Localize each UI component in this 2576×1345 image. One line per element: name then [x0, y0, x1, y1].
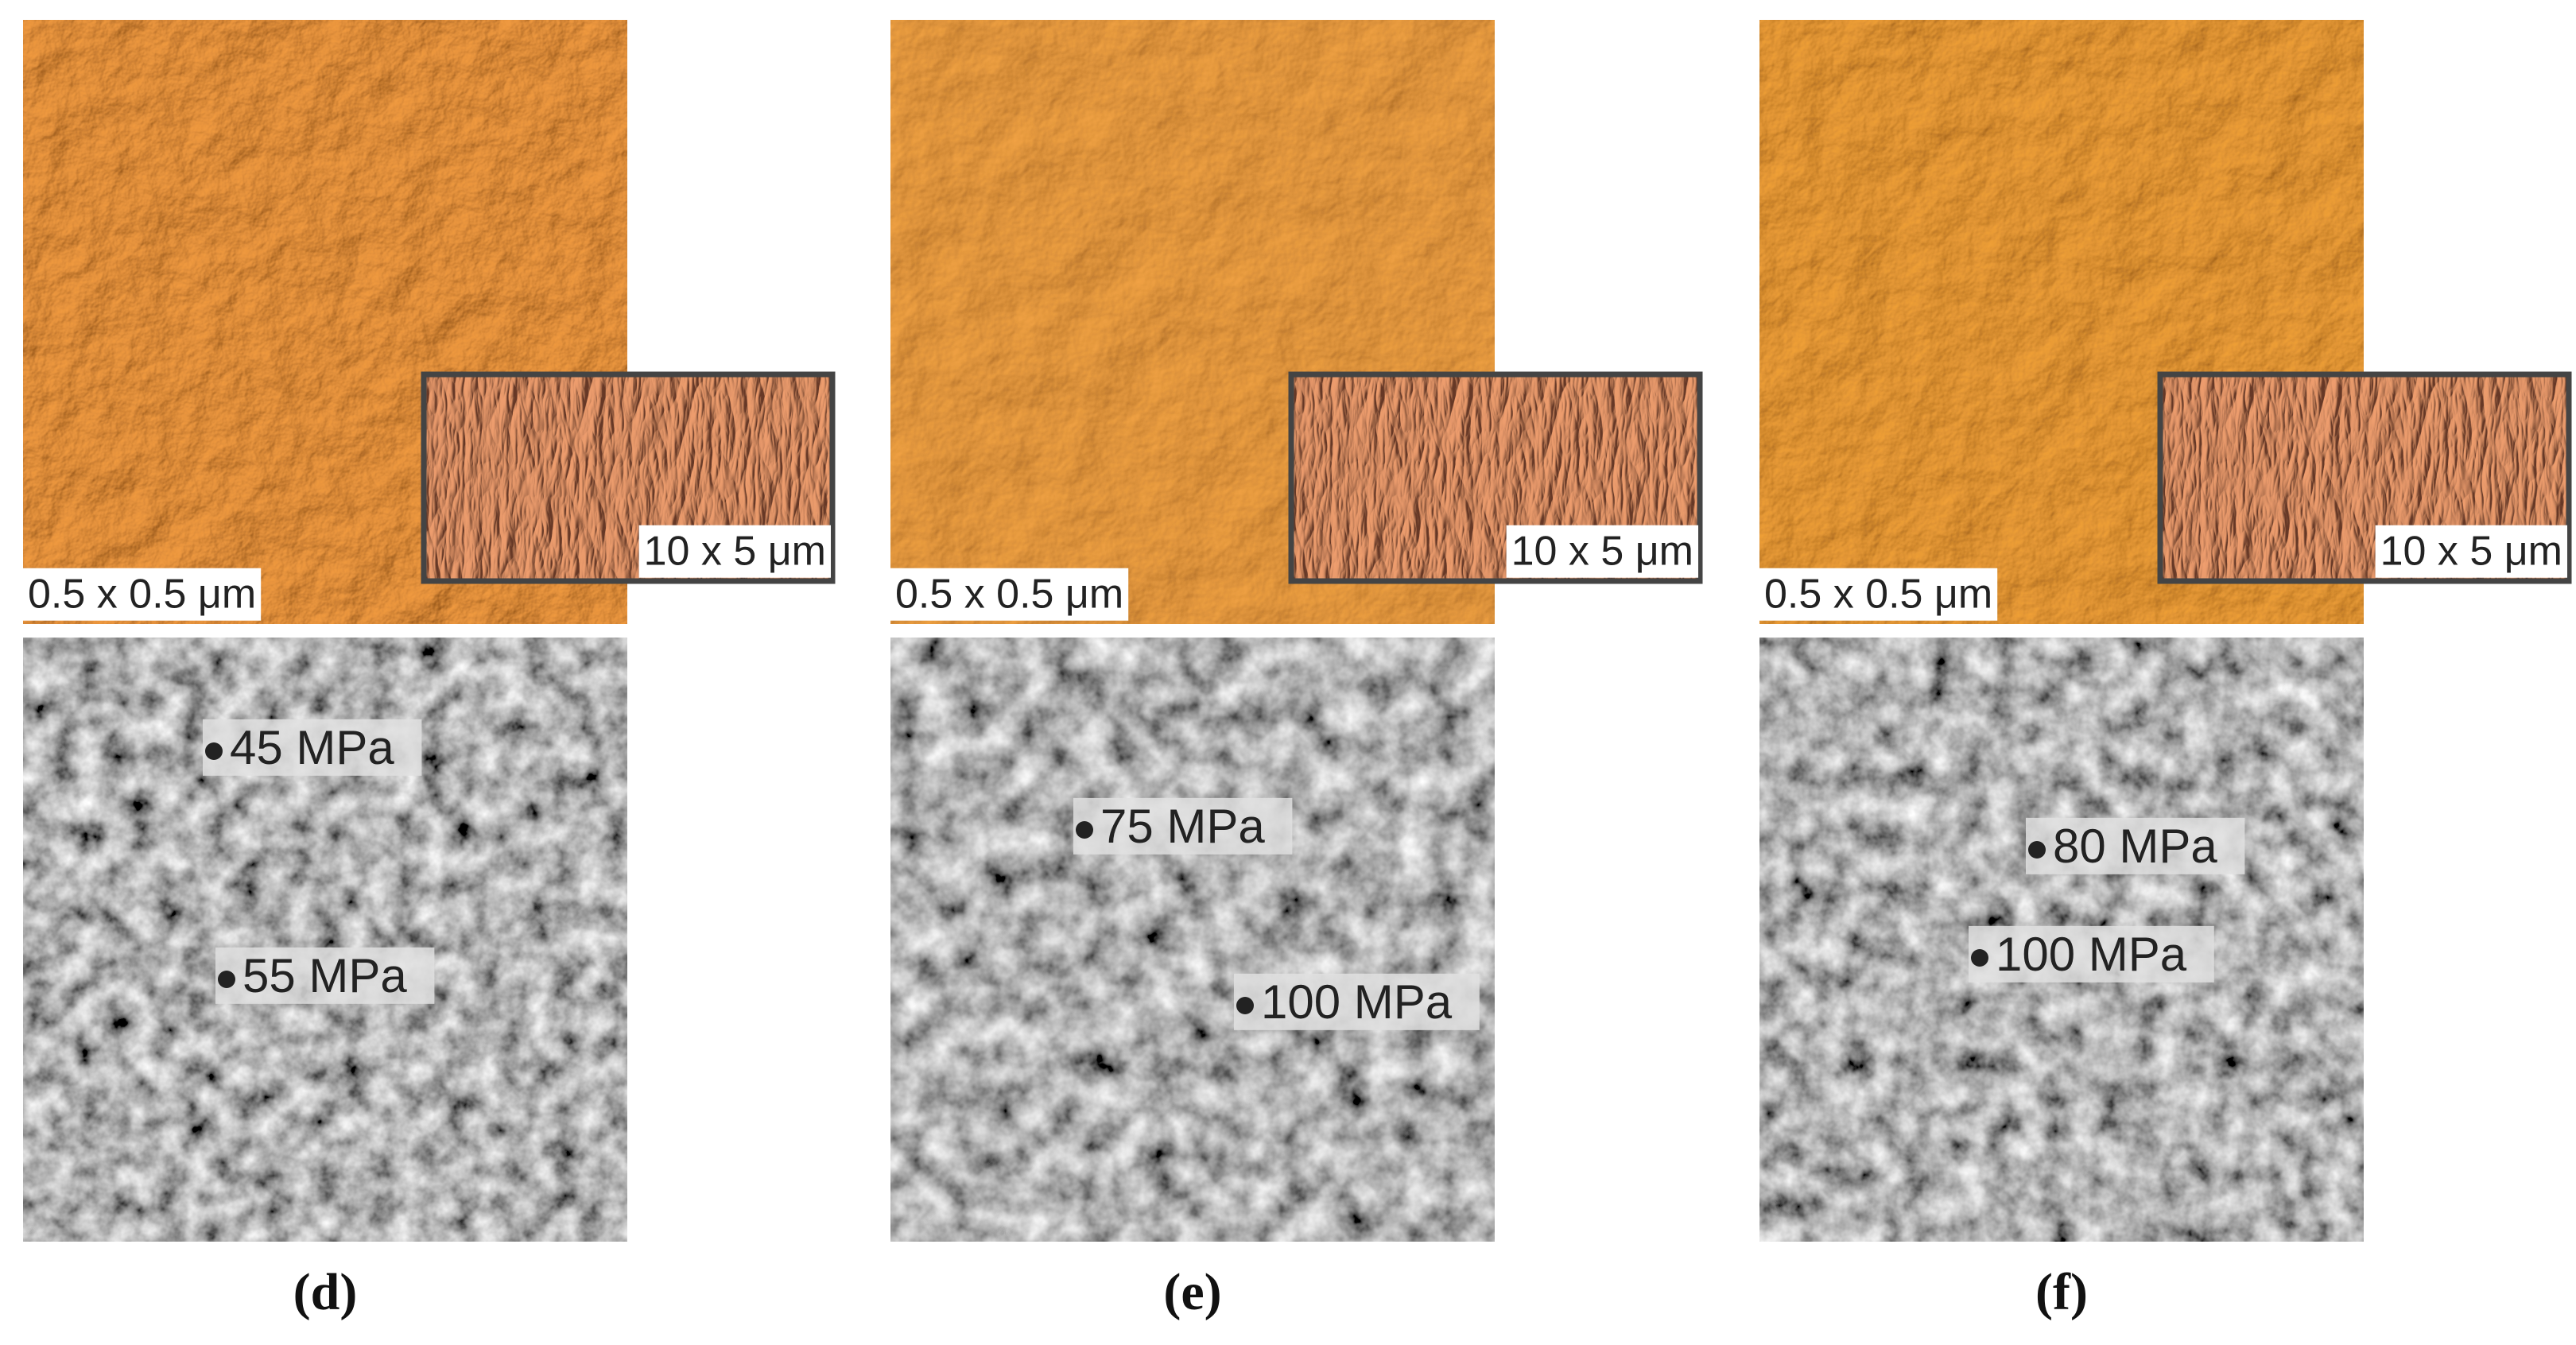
- label-box: [203, 719, 422, 776]
- label-box: [1969, 925, 2214, 983]
- inset-frame: [421, 371, 836, 584]
- label-box: [215, 947, 435, 1004]
- panel: 0.5 x 0.5 μm 10 x 5 μm 80 MPa 100 MPa (f): [1759, 20, 2572, 1321]
- modulus-image: [890, 638, 1495, 1242]
- panel-caption: (f): [2035, 1263, 2088, 1321]
- label-box: [890, 568, 1129, 621]
- modulus-point: 80 MPa: [2026, 817, 2245, 874]
- inset-frame: [1288, 371, 1703, 584]
- label-box: [638, 525, 831, 578]
- point-dot: [2028, 841, 2046, 859]
- label-box: [1073, 797, 1293, 855]
- inset-scale-label: 10 x 5 μm: [2380, 529, 2562, 575]
- inset-frame: [2157, 371, 2572, 584]
- point-label: 75 MPa: [1100, 800, 1265, 853]
- point-label: 100 MPa: [1996, 928, 2187, 981]
- label-box: [1759, 568, 1998, 621]
- point-dot: [1236, 997, 1254, 1014]
- modulus-point: 55 MPa: [215, 947, 435, 1004]
- inset-scale-label: 10 x 5 μm: [1511, 529, 1693, 575]
- point-dot: [205, 742, 223, 760]
- scale-label: 0.5 x 0.5 μm: [1764, 572, 1992, 618]
- modulus-point: 100 MPa: [1969, 925, 2214, 983]
- point-label: 80 MPa: [2053, 820, 2217, 873]
- panel: 0.5 x 0.5 μm 10 x 5 μm 75 MPa 100 MPa (e): [890, 20, 1703, 1321]
- panel-caption: (e): [1163, 1263, 1221, 1321]
- label-box: [23, 568, 262, 621]
- label-box: [1506, 525, 1698, 578]
- point-label: 100 MPa: [1261, 975, 1453, 1029]
- inset-scale-label: 10 x 5 μm: [644, 529, 826, 575]
- modulus-point: 45 MPa: [203, 719, 422, 776]
- point-dot: [218, 971, 235, 988]
- panel-caption: (d): [293, 1263, 358, 1321]
- point-dot: [1076, 821, 1093, 839]
- panel: 0.5 x 0.5 μm 10 x 5 μm 45 MPa 55 MPa (d): [23, 20, 836, 1321]
- point-label: 55 MPa: [242, 949, 407, 1002]
- modulus-point: 100 MPa: [1234, 973, 1480, 1030]
- point-label: 45 MPa: [230, 721, 394, 774]
- label-box: [1234, 973, 1480, 1030]
- label-box: [2375, 525, 2567, 578]
- point-dot: [1971, 949, 1988, 967]
- modulus-point: 75 MPa: [1073, 797, 1293, 855]
- scale-label: 0.5 x 0.5 μm: [28, 572, 256, 618]
- scale-label: 0.5 x 0.5 μm: [895, 572, 1123, 618]
- label-box: [2026, 817, 2245, 874]
